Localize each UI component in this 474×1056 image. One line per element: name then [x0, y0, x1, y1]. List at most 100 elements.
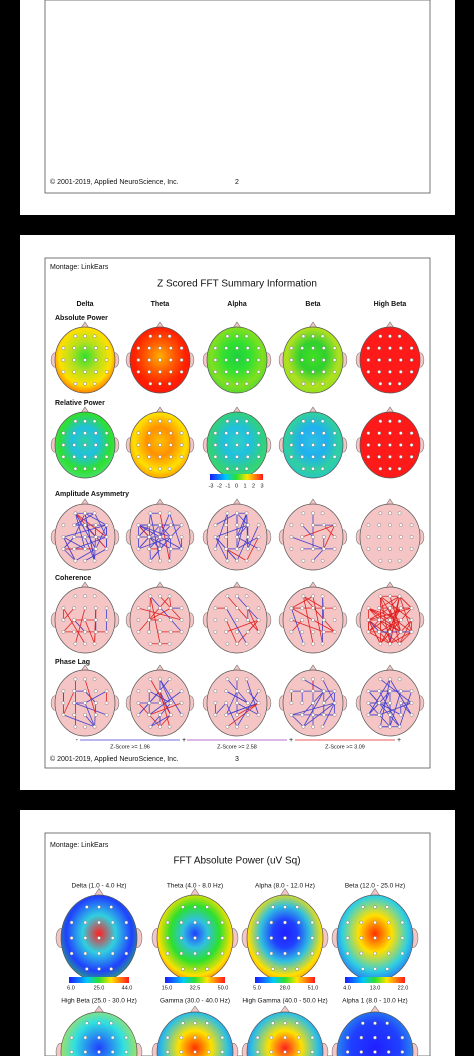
electrode	[295, 967, 299, 971]
electrode	[321, 535, 326, 539]
electrode	[359, 936, 364, 940]
electrode	[271, 905, 275, 909]
electrode	[104, 701, 109, 705]
connection	[301, 524, 314, 538]
electrode	[136, 455, 141, 459]
electrode	[321, 689, 326, 693]
electrode	[397, 724, 402, 729]
electrode	[104, 618, 109, 622]
electrode	[72, 455, 76, 459]
electrode	[300, 523, 305, 527]
electrode	[167, 334, 172, 339]
electrode	[378, 334, 383, 339]
electrode	[225, 594, 230, 599]
electrode	[179, 951, 184, 956]
electrode	[179, 358, 184, 362]
column-header: Beta	[305, 301, 320, 308]
electrode	[168, 606, 173, 610]
electrode	[148, 641, 153, 646]
electrode	[300, 713, 305, 717]
head-map	[125, 498, 195, 571]
electrode	[409, 370, 414, 374]
head-map	[331, 1005, 419, 1056]
electrode	[179, 936, 184, 940]
electrode	[92, 558, 97, 563]
electrode	[373, 967, 377, 971]
connection	[63, 607, 86, 644]
electrode	[398, 523, 403, 527]
row-label: Absolute Power	[55, 315, 108, 322]
electrode	[224, 547, 228, 551]
connection	[73, 512, 95, 526]
electrode	[388, 701, 392, 705]
electrode	[83, 381, 87, 386]
connection	[84, 524, 97, 538]
head-map	[50, 406, 120, 479]
electrode	[244, 511, 249, 516]
connection	[150, 714, 172, 728]
electrode	[179, 618, 184, 622]
electrode	[321, 358, 326, 362]
electrode	[269, 951, 274, 956]
electrode	[366, 358, 371, 362]
electrode	[104, 455, 109, 459]
scalp	[246, 1011, 324, 1056]
electrode	[124, 951, 129, 956]
electrode	[206, 920, 211, 925]
electrode	[321, 455, 326, 459]
connection	[159, 679, 172, 704]
connection	[246, 536, 259, 561]
electrode	[148, 677, 153, 682]
electrode	[158, 689, 162, 693]
electrode	[235, 381, 239, 386]
electrode	[73, 466, 78, 471]
electrode	[332, 370, 337, 374]
page-title: Z Scored FFT Summary Information	[157, 279, 317, 290]
electrode	[245, 523, 250, 527]
electrode	[398, 689, 403, 693]
electrode	[311, 535, 315, 539]
electrode	[61, 547, 66, 551]
electrode	[296, 920, 301, 925]
connection	[399, 596, 412, 633]
connection	[159, 714, 172, 728]
connection	[378, 595, 400, 609]
map-label: Beta (12.0 - 25.0 Hz)	[345, 883, 405, 890]
connection	[380, 607, 412, 645]
electrode	[300, 535, 305, 539]
scalp	[60, 1011, 138, 1056]
electrode	[235, 370, 239, 374]
electrode	[296, 1035, 301, 1040]
connection	[291, 536, 324, 550]
electrode	[310, 1035, 315, 1040]
electrode	[398, 618, 403, 622]
electrode	[332, 547, 337, 551]
electrode	[311, 677, 315, 682]
electrode	[83, 618, 87, 622]
electrode	[147, 431, 151, 435]
head-map	[125, 406, 195, 479]
electrode	[94, 701, 98, 705]
electrode	[225, 558, 230, 563]
electrode	[289, 547, 294, 551]
electrode	[92, 334, 97, 339]
electrode	[409, 713, 414, 717]
colorbar-label: -3	[209, 483, 214, 489]
electrode	[373, 905, 377, 909]
connection	[291, 619, 303, 633]
electrode	[235, 558, 239, 563]
electrode	[283, 967, 287, 971]
electrode	[377, 701, 382, 705]
electrode	[311, 419, 315, 424]
page	[20, 0, 455, 215]
electrode	[378, 558, 383, 563]
electrode	[235, 358, 239, 362]
electrode	[311, 381, 315, 386]
electrode	[83, 724, 87, 729]
connection	[63, 690, 75, 716]
electrode	[311, 606, 315, 610]
montage: Montage: LinkEars	[50, 842, 109, 849]
electrode	[179, 535, 184, 539]
head-map	[202, 664, 272, 737]
electrode	[147, 346, 151, 350]
